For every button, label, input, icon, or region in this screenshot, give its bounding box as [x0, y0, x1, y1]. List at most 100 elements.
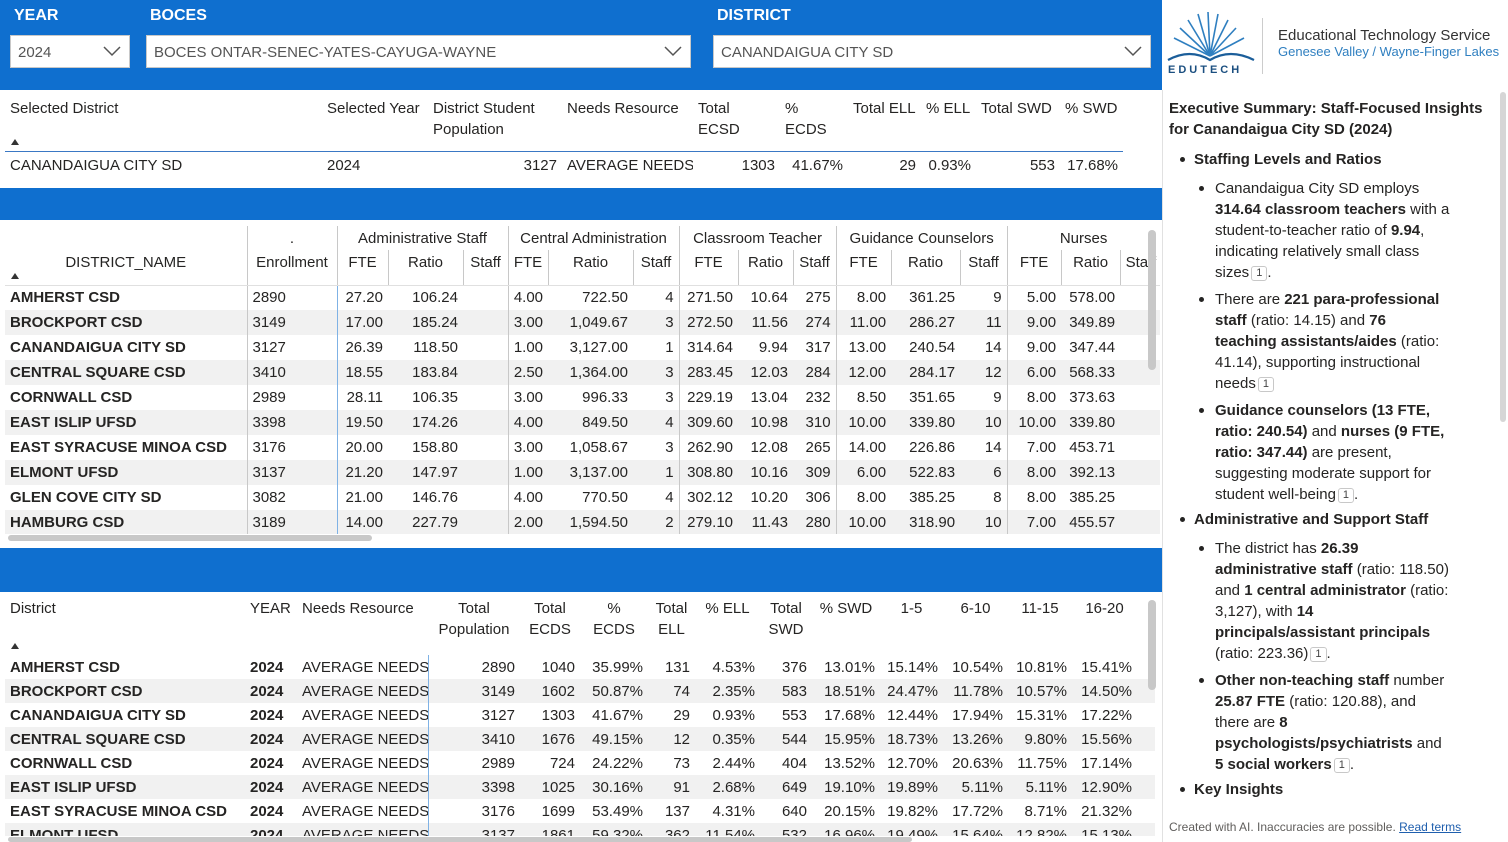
cell [463, 435, 509, 460]
bold-text: 14 principals/assistant principals [1215, 603, 1431, 641]
scrollbar[interactable] [8, 837, 912, 842]
cell: 17.14% [1081, 754, 1132, 772]
column-header[interactable]: District Student Population [428, 95, 562, 152]
column-header[interactable]: FTE [337, 250, 389, 286]
cell: 568.33 [1061, 360, 1121, 385]
filter-label: BOCES [150, 7, 207, 24]
data-row: EAST SYRACUSE MINOA CSD 3176 20.00 158.80 3.… [5, 435, 1160, 460]
column-header[interactable]: Selected District [5, 95, 322, 152]
column-header[interactable]: Ratio [548, 250, 634, 286]
column-header[interactable]: Ratio [1061, 250, 1121, 286]
demographics-table: District YEAR Needs Resource Total Populati… [0, 598, 1160, 836]
cell: 27.20 [345, 289, 383, 307]
citation[interactable]: 1 [1333, 758, 1350, 773]
cell: 376 [781, 658, 807, 676]
column-header[interactable]: % SWD [1060, 95, 1123, 152]
column-header[interactable]: FTE [508, 250, 549, 286]
column-header[interactable]: Total Population [438, 600, 510, 638]
cell: 1,594.50 [548, 510, 634, 534]
logo-subtitle: Genesee Valley / Wayne-Finger Lakes [1278, 44, 1500, 59]
cell: 1.00 [513, 339, 544, 356]
column-header[interactable]: Total SWD [976, 95, 1060, 152]
column-header[interactable]: % SWD [819, 600, 873, 617]
column-header[interactable]: Needs Resource [562, 95, 693, 152]
cell: 11.75% [1017, 754, 1067, 772]
cell: 265 [793, 435, 837, 460]
column-header[interactable]: Enrollment [247, 250, 338, 286]
cell: 1676 [520, 727, 580, 751]
cell: 13.04 [750, 389, 789, 406]
citation[interactable]: 1 [1310, 647, 1327, 662]
group-header: Classroom Teacher [679, 226, 837, 250]
column-header[interactable]: Staff [633, 250, 680, 286]
cell: 385.25 [1069, 489, 1116, 506]
bullet-item: Other non-teaching staff number 25.87 FT… [1199, 670, 1451, 775]
column-header[interactable]: YEAR [250, 600, 291, 617]
column-header[interactable]: Total ECSD [693, 95, 780, 152]
cell: 146.76 [412, 489, 458, 506]
cell: 4.00 [513, 289, 544, 307]
bullet-item: Canandaigua City SD employs 314.64 class… [1199, 178, 1451, 283]
column-header[interactable]: Ratio [891, 250, 961, 286]
column-header[interactable]: % ECDS [593, 600, 635, 638]
chevron [664, 46, 682, 57]
column-header[interactable]: Total ECDS [529, 600, 571, 638]
cell [463, 385, 509, 410]
column-header[interactable]: Ratio [388, 250, 464, 286]
column-header[interactable]: Total ELL [848, 95, 921, 152]
column-header[interactable]: % ELL [921, 95, 976, 152]
column-header[interactable]: Total ELL [655, 600, 688, 638]
year-dropdown[interactable]: 2024 [10, 35, 130, 68]
section-heading: Key Insights [1194, 781, 1284, 798]
cell: AVERAGE NEEDS [567, 156, 693, 174]
column-header[interactable]: 1-5 [900, 600, 923, 617]
column-header[interactable]: 16-20 [1085, 600, 1124, 617]
cell: 131 [664, 658, 690, 676]
column-header[interactable]: DISTRICT_NAME [5, 250, 248, 286]
cell: 0.93% [712, 706, 755, 724]
cell: 3410 [428, 727, 520, 751]
column-header[interactable]: FTE [679, 250, 739, 286]
column-header[interactable]: Needs Resource [302, 600, 414, 617]
citation[interactable]: 1 [1337, 488, 1355, 503]
column-header[interactable]: % ELL [705, 600, 750, 617]
boces-dropdown[interactable]: BOCES ONTAR-SENEC-YATES-CAYUGA-WAYNE [146, 35, 691, 68]
cell: 4.00 [513, 489, 544, 506]
cell: 4 [633, 285, 680, 310]
citation[interactable]: 1 [1251, 266, 1268, 281]
bold-text: 221 para-professional staff [1215, 291, 1440, 329]
column-header[interactable]: FTE [836, 250, 892, 286]
cell: 10.64 [750, 289, 789, 307]
column-header[interactable]: 11-15 [1021, 600, 1059, 617]
column-header[interactable]: Staff [960, 250, 1008, 286]
cell: 373.63 [1069, 389, 1116, 406]
data-row: EAST SYRACUSE MINOA CSD 2024 AVERAGE NEEDS… [5, 799, 1155, 823]
column-header[interactable]: Staff [463, 250, 509, 286]
cell: 578.00 [1069, 289, 1116, 307]
column-header[interactable]: Total SWD [768, 600, 804, 638]
scrollbar[interactable] [1148, 230, 1156, 370]
cell: 11.43 [738, 510, 794, 534]
column-header[interactable]: Staff [793, 250, 837, 286]
scrollbar[interactable] [8, 535, 372, 541]
data-row: CANANDAIGUA CITY SD 3127 26.39 118.50 1.00 3,… [5, 335, 1160, 360]
column-header[interactable]: Selected Year [322, 95, 428, 152]
cell: 2.00 [508, 510, 549, 534]
cell: 183.84 [388, 360, 463, 385]
column-header[interactable]: % ECDS [780, 95, 848, 152]
cell: 35.99% [592, 658, 643, 676]
column-header[interactable]: District [5, 598, 245, 655]
scrollbar[interactable] [1500, 92, 1506, 422]
terms-link[interactable]: Read terms [1399, 820, 1462, 834]
district-dropdown[interactable]: CANANDAIGUA CITY SD [713, 35, 1151, 68]
column-header[interactable]: Ratio [738, 250, 794, 286]
cell: 18.55 [337, 360, 388, 385]
cell: 3176 [247, 435, 338, 460]
citation[interactable]: 1 [1257, 377, 1274, 392]
scrollbar[interactable] [1148, 600, 1156, 690]
cell: 3 [633, 360, 680, 385]
column-header[interactable]: FTE [1007, 250, 1062, 286]
cell: 137 [664, 802, 690, 820]
column-header[interactable]: 6-10 [960, 600, 991, 617]
text: are present, suggesting moderate support… [1215, 444, 1431, 503]
